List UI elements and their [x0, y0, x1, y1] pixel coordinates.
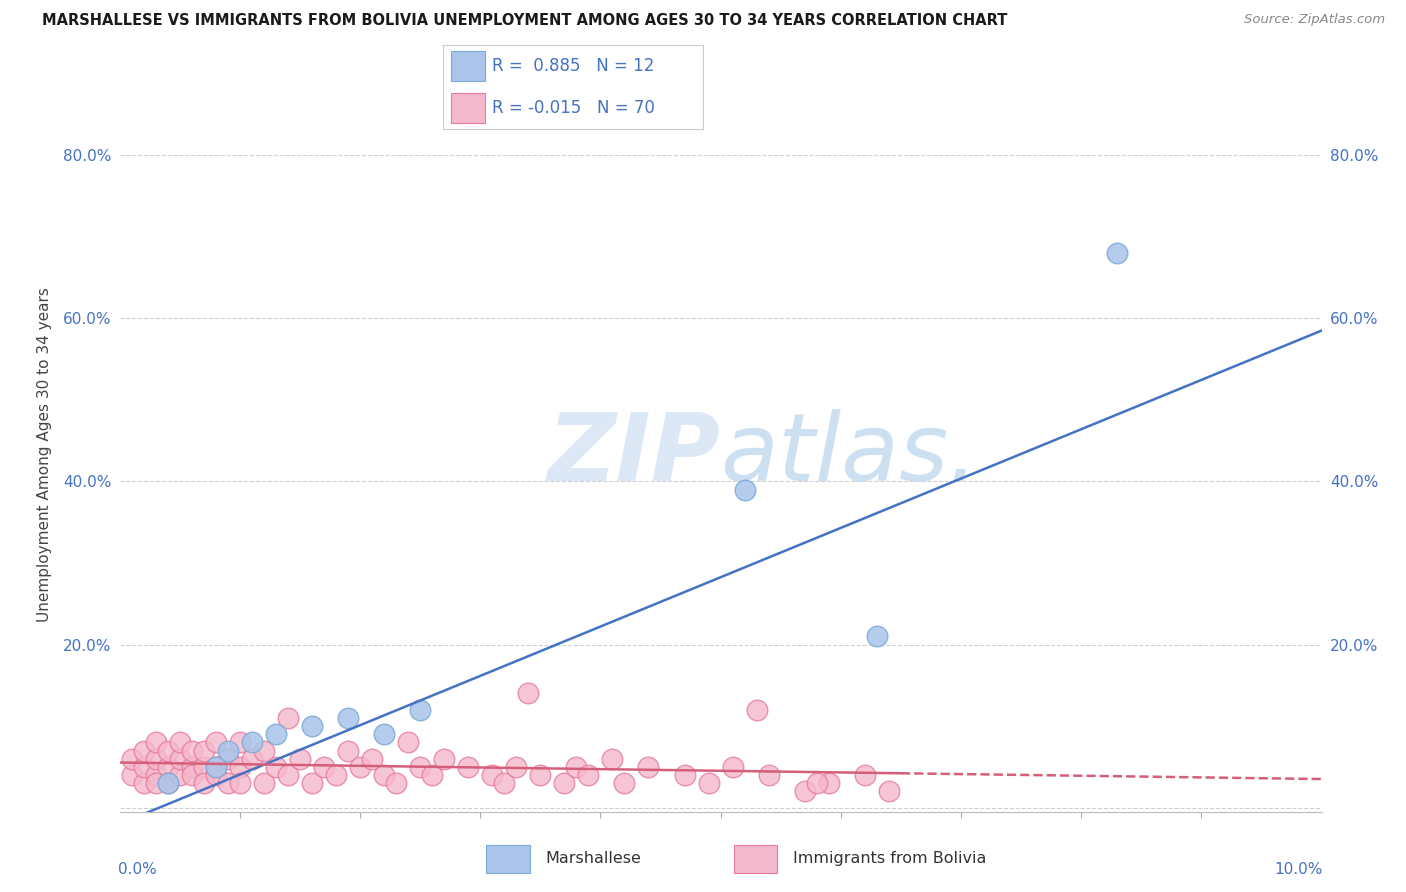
Point: [336, 743, 359, 757]
Text: ZIP: ZIP: [548, 409, 720, 501]
Point: [228, 776, 252, 790]
Text: MARSHALLESE VS IMMIGRANTS FROM BOLIVIA UNEMPLOYMENT AMONG AGES 30 TO 34 YEARS CO: MARSHALLESE VS IMMIGRANTS FROM BOLIVIA U…: [42, 13, 1008, 29]
Point: [145, 735, 167, 749]
Point: [433, 752, 456, 766]
Point: [745, 703, 768, 717]
Point: [877, 784, 900, 798]
Point: [325, 768, 347, 782]
Bar: [734, 845, 778, 872]
Point: [264, 727, 287, 741]
Point: [853, 768, 876, 782]
Text: R =  0.885   N = 12: R = 0.885 N = 12: [492, 57, 655, 75]
Point: [301, 719, 323, 733]
Point: [361, 752, 384, 766]
Point: [240, 735, 263, 749]
Point: [145, 776, 167, 790]
Point: [156, 743, 179, 757]
Point: [806, 776, 828, 790]
Point: [204, 768, 226, 782]
Point: [396, 735, 419, 749]
Text: Source: ZipAtlas.com: Source: ZipAtlas.com: [1244, 13, 1385, 27]
Point: [228, 735, 252, 749]
Point: [409, 703, 432, 717]
Point: [734, 483, 756, 497]
Point: [312, 760, 335, 774]
Bar: [486, 845, 530, 872]
Point: [228, 760, 252, 774]
Y-axis label: Unemployment Among Ages 30 to 34 years: Unemployment Among Ages 30 to 34 years: [37, 287, 52, 623]
Point: [866, 629, 889, 643]
Point: [613, 776, 636, 790]
Point: [817, 776, 839, 790]
Point: [758, 768, 780, 782]
Point: [529, 768, 551, 782]
Text: Marshallese: Marshallese: [546, 851, 641, 866]
Point: [217, 743, 239, 757]
Point: [637, 760, 659, 774]
Point: [180, 768, 202, 782]
Text: 10.0%: 10.0%: [1274, 862, 1323, 877]
Point: [517, 686, 540, 700]
Point: [697, 776, 720, 790]
Bar: [451, 93, 485, 122]
Point: [193, 743, 215, 757]
Point: [602, 752, 624, 766]
Point: [132, 743, 155, 757]
Point: [385, 776, 408, 790]
Point: [793, 784, 815, 798]
Point: [132, 760, 155, 774]
Point: [301, 776, 323, 790]
Point: [336, 711, 359, 725]
Point: [264, 760, 287, 774]
Point: [145, 768, 167, 782]
Point: [156, 776, 179, 790]
Point: [721, 760, 744, 774]
Text: Immigrants from Bolivia: Immigrants from Bolivia: [793, 851, 986, 866]
Point: [253, 743, 276, 757]
Point: [193, 760, 215, 774]
Point: [145, 752, 167, 766]
Point: [204, 735, 226, 749]
Point: [180, 760, 202, 774]
Point: [193, 776, 215, 790]
Point: [553, 776, 575, 790]
Text: atlas.: atlas.: [720, 409, 979, 500]
Bar: [451, 52, 485, 81]
Point: [576, 768, 599, 782]
Point: [277, 768, 299, 782]
Point: [373, 768, 395, 782]
Point: [505, 760, 527, 774]
Point: [373, 727, 395, 741]
Point: [253, 776, 276, 790]
Point: [169, 735, 191, 749]
Point: [349, 760, 371, 774]
Point: [673, 768, 696, 782]
Point: [204, 760, 226, 774]
Point: [132, 776, 155, 790]
Point: [494, 776, 516, 790]
Point: [169, 752, 191, 766]
Point: [204, 760, 226, 774]
Point: [217, 752, 239, 766]
Point: [217, 776, 239, 790]
Point: [288, 752, 311, 766]
Point: [121, 752, 143, 766]
Point: [457, 760, 479, 774]
Point: [156, 776, 179, 790]
Point: [481, 768, 503, 782]
Point: [180, 743, 202, 757]
Text: 0.0%: 0.0%: [118, 862, 157, 877]
Point: [409, 760, 432, 774]
Point: [169, 768, 191, 782]
Point: [420, 768, 443, 782]
Point: [277, 711, 299, 725]
Point: [156, 760, 179, 774]
Point: [240, 752, 263, 766]
Point: [565, 760, 588, 774]
Text: R = -0.015   N = 70: R = -0.015 N = 70: [492, 99, 655, 117]
Point: [1107, 246, 1129, 260]
Point: [121, 768, 143, 782]
